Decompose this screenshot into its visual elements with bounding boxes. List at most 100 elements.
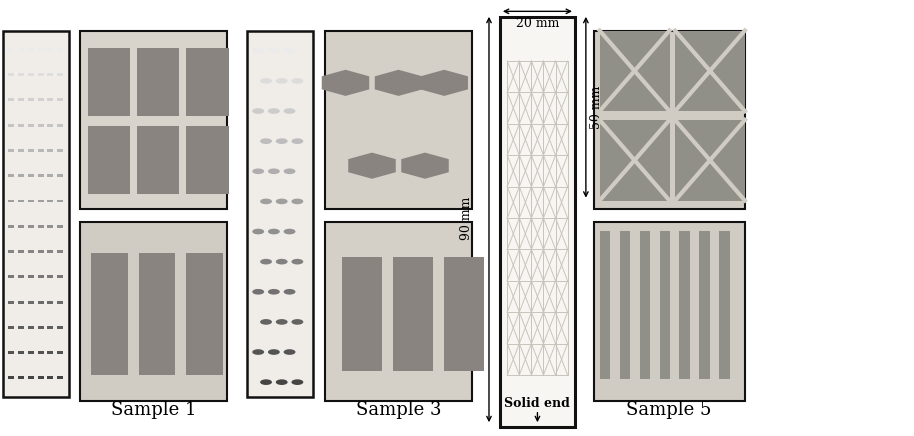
Bar xyxy=(27,124,34,127)
Bar xyxy=(594,31,745,209)
Bar xyxy=(600,120,669,201)
Bar xyxy=(8,376,15,379)
Bar xyxy=(342,257,382,371)
Circle shape xyxy=(283,289,295,295)
Circle shape xyxy=(276,319,288,325)
Bar xyxy=(27,351,34,354)
Bar xyxy=(88,126,130,194)
Bar xyxy=(37,200,44,202)
Bar xyxy=(719,231,730,379)
Bar xyxy=(37,326,44,329)
Bar xyxy=(620,231,631,379)
Bar xyxy=(8,250,15,253)
Bar xyxy=(48,351,53,354)
Bar xyxy=(186,48,228,116)
Bar xyxy=(27,174,34,177)
Bar xyxy=(18,124,24,127)
Bar xyxy=(37,351,44,354)
Bar xyxy=(3,31,69,397)
Circle shape xyxy=(292,259,303,265)
Bar xyxy=(27,250,34,253)
Bar xyxy=(640,231,650,379)
Bar xyxy=(37,73,44,76)
Bar xyxy=(88,48,130,116)
Bar xyxy=(500,17,575,427)
Circle shape xyxy=(260,138,272,144)
Bar xyxy=(18,73,24,76)
Bar xyxy=(8,351,15,354)
Bar xyxy=(18,300,24,303)
Bar xyxy=(679,231,690,379)
Bar xyxy=(48,99,53,102)
Bar xyxy=(37,376,44,379)
Bar xyxy=(139,253,175,375)
Bar xyxy=(57,73,63,76)
Bar xyxy=(8,300,15,303)
Bar xyxy=(57,300,63,303)
Bar xyxy=(18,48,24,51)
Bar xyxy=(48,225,53,228)
Bar xyxy=(18,99,24,102)
Bar xyxy=(325,31,472,209)
Bar xyxy=(675,120,745,201)
Bar xyxy=(57,149,63,152)
Bar xyxy=(18,275,24,278)
Bar xyxy=(57,250,63,253)
Bar xyxy=(37,225,44,228)
Bar xyxy=(37,149,44,152)
Bar xyxy=(325,222,472,401)
Text: Sample 3: Sample 3 xyxy=(356,401,441,419)
Circle shape xyxy=(260,379,272,385)
Bar xyxy=(27,326,34,329)
Bar xyxy=(48,174,53,177)
Bar xyxy=(393,257,433,371)
Circle shape xyxy=(276,379,288,385)
Bar xyxy=(594,222,745,401)
Circle shape xyxy=(252,168,264,174)
Bar xyxy=(48,149,53,152)
Bar xyxy=(48,73,53,76)
Circle shape xyxy=(252,229,264,235)
Bar xyxy=(37,48,44,51)
Bar xyxy=(27,200,34,202)
Circle shape xyxy=(252,108,264,114)
Bar xyxy=(18,250,24,253)
Bar xyxy=(8,149,15,152)
Bar xyxy=(8,200,15,202)
Bar xyxy=(8,73,15,76)
Circle shape xyxy=(283,168,295,174)
Bar xyxy=(27,225,34,228)
Circle shape xyxy=(292,198,303,204)
Bar xyxy=(57,225,63,228)
Bar xyxy=(57,376,63,379)
Bar xyxy=(48,300,53,303)
Circle shape xyxy=(260,259,272,265)
Bar xyxy=(600,231,611,379)
Bar xyxy=(8,99,15,102)
Circle shape xyxy=(268,289,280,295)
Text: Sample 1: Sample 1 xyxy=(111,401,197,419)
Bar xyxy=(8,174,15,177)
Circle shape xyxy=(268,349,280,355)
Bar xyxy=(27,275,34,278)
Circle shape xyxy=(292,138,303,144)
Bar xyxy=(186,253,223,375)
Bar xyxy=(18,326,24,329)
Bar xyxy=(57,99,63,102)
Text: 50 mm: 50 mm xyxy=(590,85,603,129)
Circle shape xyxy=(252,48,264,54)
Circle shape xyxy=(268,168,280,174)
Bar xyxy=(8,275,15,278)
Bar xyxy=(57,200,63,202)
Bar xyxy=(57,174,63,177)
Circle shape xyxy=(276,138,288,144)
Bar xyxy=(57,124,63,127)
Circle shape xyxy=(260,78,272,84)
Text: Solid end: Solid end xyxy=(505,397,570,410)
Bar xyxy=(48,124,53,127)
Bar xyxy=(37,174,44,177)
Circle shape xyxy=(276,198,288,204)
Circle shape xyxy=(283,229,295,235)
Bar xyxy=(660,231,670,379)
Circle shape xyxy=(260,319,272,325)
